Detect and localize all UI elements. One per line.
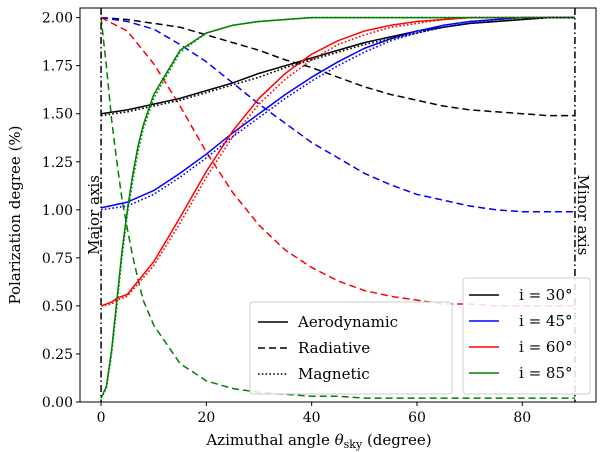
x-axis-title-unit: (degree) bbox=[362, 431, 431, 449]
series-line-aerodynamic-i-45 bbox=[100, 16, 575, 209]
reference-lines: Major axis Minor axis bbox=[85, 8, 592, 402]
plot-frame bbox=[79, 7, 597, 403]
x-tick-label: 80 bbox=[513, 410, 531, 426]
y-tick-label: 0.00 bbox=[42, 395, 73, 411]
series-line-magnetic-i-30 bbox=[100, 16, 575, 117]
legend-linestyle bbox=[249, 301, 453, 395]
x-tick-label: 60 bbox=[408, 410, 426, 426]
legend-label-aerodynamic: Aerodynamic bbox=[297, 313, 398, 331]
y-tick-label: 2.00 bbox=[42, 11, 73, 27]
vline-label-minor-axis: Minor axis bbox=[574, 175, 592, 256]
legend-label-magnetic: Magnetic bbox=[298, 365, 370, 383]
x-axis-title-theta: θ bbox=[335, 431, 344, 449]
legend-label-inclination: i = 85° bbox=[519, 364, 573, 382]
y-axis-title: Polarization degree (%) bbox=[6, 125, 24, 304]
y-tick-label: 1.00 bbox=[42, 203, 73, 219]
legend-label-inclination: i = 45° bbox=[519, 312, 573, 330]
axes: 0 20 40 60 80 0.00 0.25 0.50 0.75 1.00 1.25 1.50 1.7… bbox=[42, 7, 597, 426]
y-tick-label: 0.25 bbox=[42, 347, 73, 363]
x-axis-title-main: Azimuthal angle bbox=[205, 431, 334, 449]
y-tick-label: 0.75 bbox=[42, 251, 73, 267]
y-tick-label: 1.25 bbox=[42, 155, 73, 171]
legend-label-inclination: i = 60° bbox=[519, 338, 573, 356]
y-tick-label: 1.75 bbox=[42, 59, 73, 75]
legend-label-inclination: i = 30° bbox=[519, 286, 573, 304]
x-tick-label: 40 bbox=[303, 410, 321, 426]
y-tick-label: 0.50 bbox=[42, 299, 73, 315]
x-tick-label: 0 bbox=[97, 410, 106, 426]
y-tick-label: 1.50 bbox=[42, 107, 73, 123]
series-line-radiative-i-85 bbox=[100, 17, 575, 399]
legend-inclination bbox=[462, 277, 591, 395]
series-line-radiative-i-30 bbox=[101, 16, 575, 117]
legends: Aerodynamic Radiative Magnetic i = 30° i = 4… bbox=[249, 277, 591, 395]
vline-label-major-axis: Major axis bbox=[85, 175, 103, 255]
legend-label-radiative: Radiative bbox=[298, 339, 370, 357]
x-tick-label: 20 bbox=[197, 410, 215, 426]
x-axis-title-subscript: sky bbox=[344, 438, 363, 451]
series-line-radiative-i-45 bbox=[100, 16, 575, 213]
x-axis-title: Azimuthal angle θsky (degree) bbox=[205, 431, 431, 451]
